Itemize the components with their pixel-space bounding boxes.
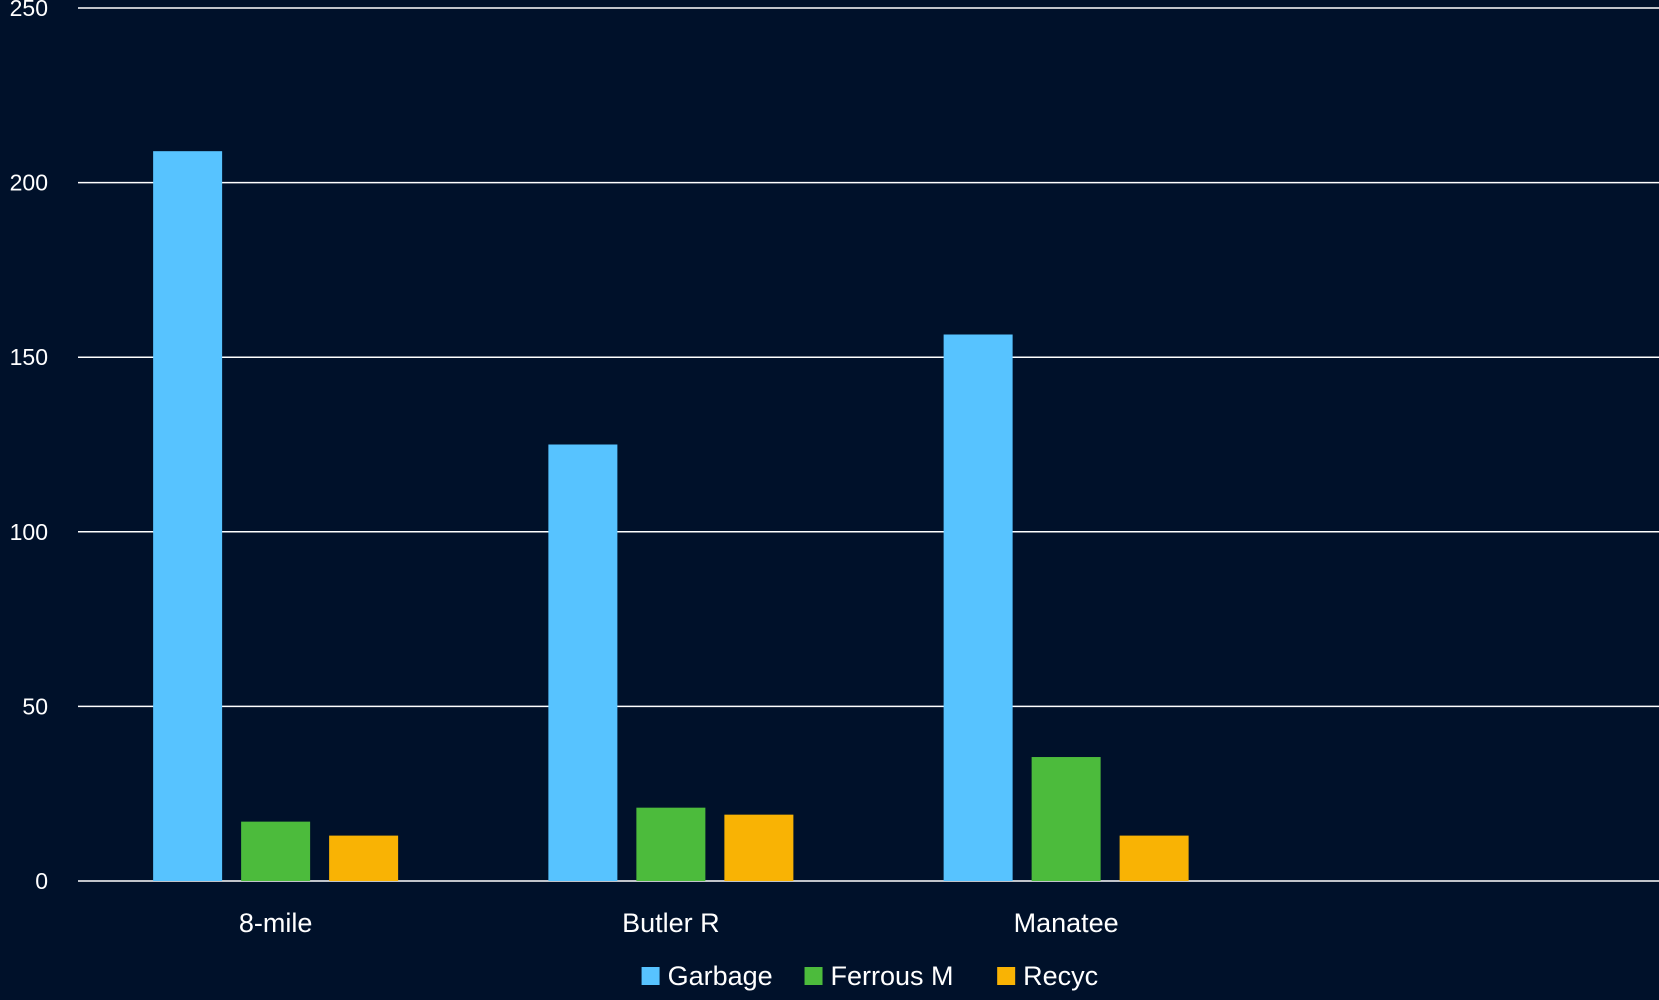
bar-garbage-manatee [943,334,1013,881]
y-tick-label: 0 [35,868,48,894]
legend-label: Ferrous M [831,961,954,991]
legend-item-ferrous-m: Ferrous M [804,961,954,991]
bar-ferrous-m-butler-r [636,807,706,881]
legend-item-recyc: Recyc [997,961,1098,991]
y-tick-label: 50 [22,693,48,719]
bars [153,151,1189,881]
legend-swatch [804,967,823,985]
x-category-label: Manatee [1014,908,1119,938]
bar-ferrous-m-8-mile [241,821,311,881]
legend-item-garbage: Garbage [641,961,773,991]
legend-label: Recyc [1023,961,1098,991]
y-tick-label: 200 [10,170,48,196]
y-tick-label: 100 [10,519,48,545]
bar-recyc-8-mile [329,835,399,881]
y-tick-label: 150 [10,344,48,370]
y-axis-tick-labels: 0 50 100 150 200 250 [10,0,48,894]
bar-recyc-butler-r [724,814,794,881]
x-axis-category-labels: 8-mile Butler R Manatee [239,908,1119,938]
bar-garbage-butler-r [548,444,618,881]
bar-recyc-manatee [1119,835,1189,881]
x-category-label: Butler R [622,908,720,938]
gridlines [78,7,1659,882]
legend-swatch [641,967,660,985]
legend-label: Garbage [668,961,773,991]
x-category-label: 8-mile [239,908,313,938]
bar-garbage-8-mile [153,151,223,881]
y-tick-label: 250 [10,0,48,21]
bar-ferrous-m-manatee [1031,757,1101,881]
legend-swatch [997,967,1016,985]
legend: Garbage Ferrous M Recyc [641,961,1098,991]
